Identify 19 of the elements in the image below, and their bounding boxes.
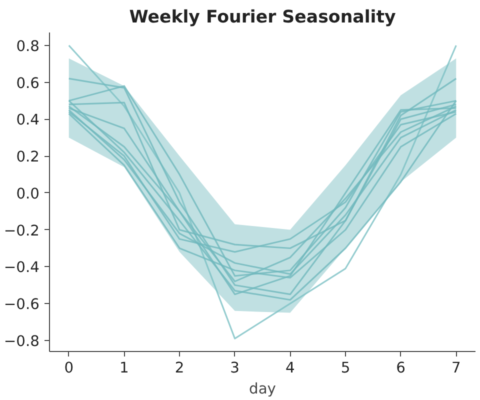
y-tick-label: −0.4 xyxy=(4,259,40,276)
y-tick-label: 0.0 xyxy=(16,185,40,202)
y-tick-label: −0.6 xyxy=(4,296,40,314)
x-axis-title: day xyxy=(249,380,276,398)
y-tick-label: 0.8 xyxy=(16,38,40,55)
chart-title: Weekly Fourier Seasonality xyxy=(129,8,396,28)
x-tick-label: 6 xyxy=(396,360,406,376)
x-tick-label: 2 xyxy=(174,360,184,376)
x-tick-label: 1 xyxy=(120,360,129,376)
x-tick-label: 3 xyxy=(230,360,240,376)
y-tick-label: −0.8 xyxy=(4,332,40,350)
x-tick-label: 0 xyxy=(64,360,74,376)
x-tick-label: 4 xyxy=(286,360,295,376)
x-tick-label: 5 xyxy=(340,360,350,376)
y-tick-label: 0.4 xyxy=(16,112,40,129)
y-tick-label: −0.2 xyxy=(4,222,40,240)
x-tick-label: 7 xyxy=(451,360,461,376)
y-tick-label: 0.6 xyxy=(16,74,40,92)
y-tick-label: 0.2 xyxy=(16,148,40,166)
